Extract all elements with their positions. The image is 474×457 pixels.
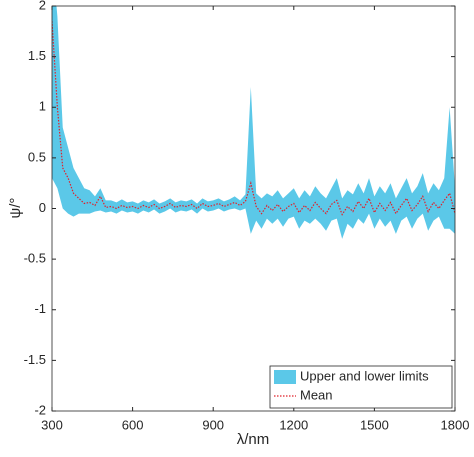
y-tick-label: -2 (34, 402, 46, 417)
y-tick-label: -0.5 (24, 251, 46, 266)
x-tick-label: 1800 (441, 417, 470, 432)
y-axis-label: ψ/° (7, 198, 24, 219)
y-tick-label: -1 (34, 301, 46, 316)
x-tick-label: 1200 (279, 417, 308, 432)
legend-box (269, 365, 453, 409)
legend-label: Upper and lower limits (300, 368, 429, 383)
band-area (52, 6, 455, 239)
x-axis-label: λ/nm (237, 431, 270, 448)
y-tick-label: 0.5 (28, 149, 46, 164)
x-tick-label: 600 (122, 417, 144, 432)
plot-area (52, 6, 455, 239)
mean-line (52, 21, 455, 216)
x-tick-label: 1500 (360, 417, 389, 432)
x-tick-label: 300 (41, 417, 63, 432)
y-tick-label: -1.5 (24, 352, 46, 367)
y-tick-label: 1.5 (28, 48, 46, 63)
y-tick-label: 0 (39, 200, 46, 215)
legend-label: Mean (300, 387, 333, 402)
x-tick-label: 900 (202, 417, 224, 432)
legend-swatch (274, 370, 296, 384)
y-tick-label: 1 (39, 99, 46, 114)
y-tick-label: 2 (39, 0, 46, 12)
